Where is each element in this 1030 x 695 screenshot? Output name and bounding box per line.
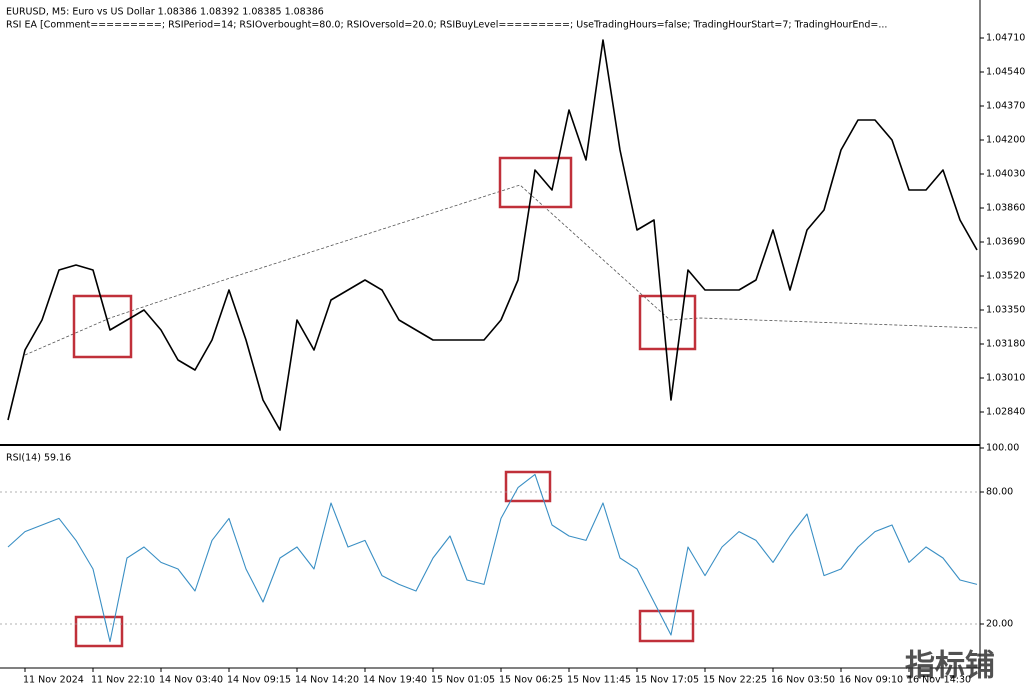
y-tick-label: 1.04710 [986,33,1025,44]
y-tick-label: 100.00 [986,443,1019,454]
y-tick-label: 1.03520 [986,271,1025,282]
highlight-box [498,156,573,209]
series-line [7,473,978,643]
highlight-box [504,470,552,503]
y-tick-label: 1.03690 [986,237,1025,248]
highlight-box [638,609,695,643]
symbol-line: EURUSD, M5: Euro vs US Dollar 1.08386 1.… [6,7,324,18]
y-tick-label: 20.00 [986,619,1013,630]
x-tick-label: 14 Nov 03:40 [159,675,223,686]
x-tick-label: 15 Nov 17:05 [635,675,699,686]
y-tick-label: 1.03180 [986,339,1025,350]
y-tick-label: 1.03010 [986,373,1025,384]
x-tick-label: 14 Nov 19:40 [363,675,427,686]
x-tick-label: 15 Nov 06:25 [499,675,563,686]
y-tick-label: 1.03860 [986,203,1025,214]
y-tick-label: 1.04030 [986,169,1025,180]
y-tick-label: 1.04200 [986,135,1025,146]
indicator-title: RSI(14) 59.16 [6,453,71,464]
x-tick-label: 15 Nov 01:05 [431,675,495,686]
x-tick-label: 14 Nov 09:15 [227,675,291,686]
highlight-box [72,294,133,359]
watermark: 指标铺 [905,649,995,684]
x-tick-label: 16 Nov 09:10 [839,675,903,686]
y-tick-label: 1.04370 [986,101,1025,112]
x-tick-label: 14 Nov 14:20 [295,675,359,686]
x-tick-label: 15 Nov 11:45 [567,675,631,686]
x-tick-label: 11 Nov 22:10 [91,675,155,686]
x-tick-label: 15 Nov 22:25 [703,675,767,686]
ea-line: RSI EA [Comment=========; RSIPeriod=14; … [6,20,887,31]
x-tick-label: 11 Nov 2024 [23,675,84,686]
highlight-box [74,615,124,648]
y-tick-label: 1.02840 [986,407,1025,418]
x-tick-label: 16 Nov 14:30 [907,675,971,686]
y-tick-label: 80.00 [986,487,1013,498]
highlight-box [638,294,697,351]
y-tick-label: 1.03350 [986,305,1025,316]
trade-line [24,184,981,356]
x-tick-label: 16 Nov 03:50 [771,675,835,686]
y-tick-label: 1.04540 [986,67,1025,78]
series-line [7,39,978,431]
